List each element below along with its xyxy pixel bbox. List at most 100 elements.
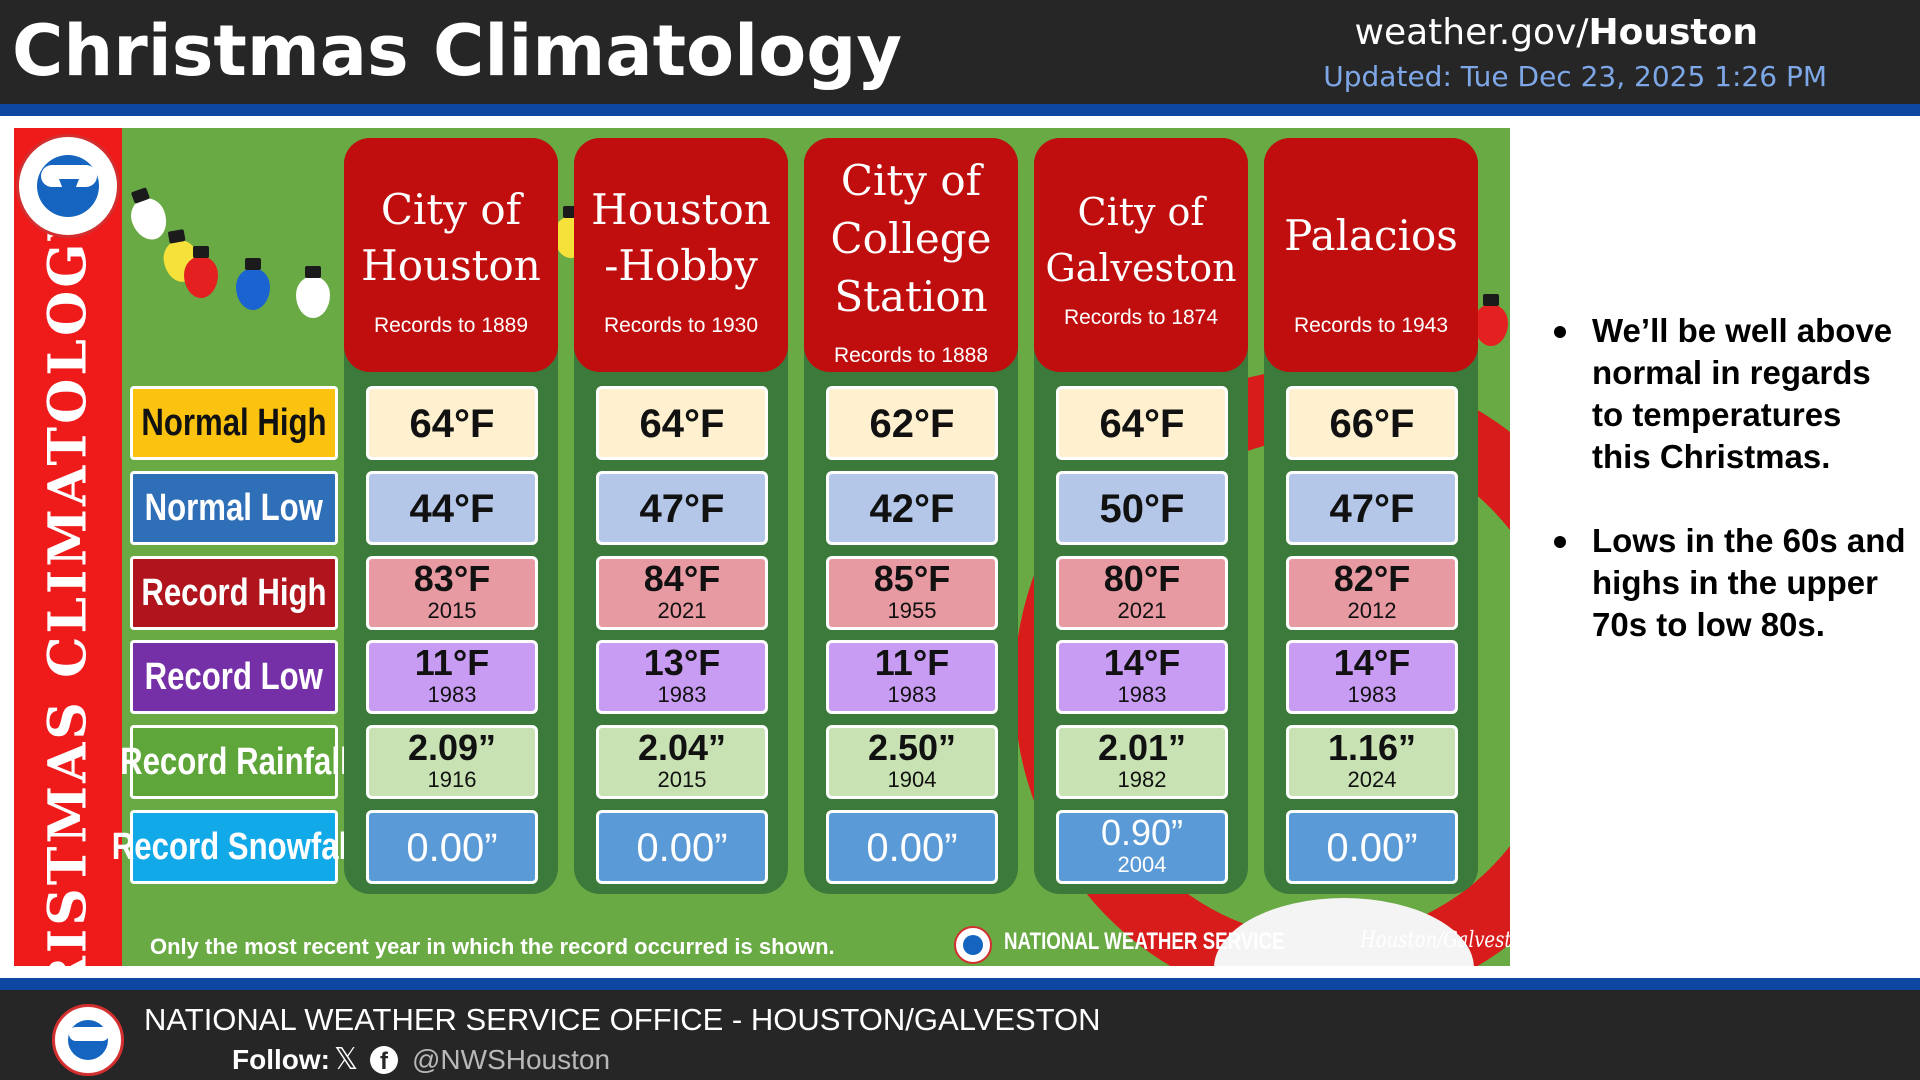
location-column-houston: City of Houston Records to 1889 64°F 44°…	[344, 138, 558, 894]
record-snowfall-value: 0.90” 2004	[1056, 810, 1228, 884]
row-label-normal-high: Normal High	[130, 386, 338, 460]
record-snowfall-value: 0.00”	[596, 810, 768, 884]
records-since: Records to 1889	[373, 314, 529, 337]
record-low-value: 14°F 1983	[1286, 640, 1458, 714]
social-handle[interactable]: @NWSHouston	[412, 1044, 611, 1075]
normal-low-value: 42°F	[826, 471, 998, 545]
normal-low-value: 47°F	[1286, 471, 1458, 545]
footer-divider	[0, 978, 1920, 990]
row-label-normal-low: Normal Low	[130, 471, 338, 545]
key-messages: We’ll be well above normal in regards to…	[1548, 310, 1908, 688]
record-rainfall-year: 1982	[1117, 767, 1167, 792]
record-snowfall-year: 2004	[1117, 852, 1167, 877]
record-high-value: 83°F 2015	[366, 556, 538, 630]
side-banner-text: CHRISTMAS CLIMATOLOGY	[37, 200, 99, 966]
record-high-year: 2012	[1347, 598, 1397, 623]
location-name: Palacios	[1284, 211, 1458, 260]
record-high-value: 84°F 2021	[596, 556, 768, 630]
normal-low-value: 47°F	[596, 471, 768, 545]
record-rainfall-value: 2.01” 1982	[1056, 725, 1228, 799]
climatology-infographic: CHRISTMAS CLIMATOLOGY Normal High Normal…	[14, 128, 1510, 966]
nws-logo-icon	[954, 926, 992, 964]
row-label-record-snowfall: Record Snowfall	[112, 810, 356, 884]
record-rainfall-value: 2.09” 1916	[366, 725, 538, 799]
records-since: Records to 1874	[1063, 306, 1219, 329]
normal-low-value: 50°F	[1056, 471, 1228, 545]
key-message: Lows in the 60s and highs in the upper 7…	[1548, 520, 1908, 646]
record-low-value: 11°F 1983	[366, 640, 538, 714]
bullet-icon	[1554, 326, 1566, 338]
record-rainfall-year: 1904	[887, 767, 937, 792]
record-low-year: 1983	[427, 682, 477, 707]
nws-wordmark: NATIONAL WEATHER SERVICE	[1004, 928, 1285, 955]
record-high-year: 2015	[427, 598, 477, 623]
light-bulb-icon	[1474, 294, 1508, 346]
side-banner: CHRISTMAS CLIMATOLOGY	[14, 128, 122, 966]
location-name: City of Galveston	[1045, 190, 1237, 290]
location-header: City of Galveston Records to 1874	[1034, 138, 1248, 372]
nws-logo-icon	[16, 134, 120, 238]
bullet-icon	[1554, 536, 1566, 548]
normal-high-value: 62°F	[826, 386, 998, 460]
footnote: Only the most recent year in which the r…	[150, 934, 835, 959]
location-header: City of College Station Records to 1888	[804, 138, 1018, 372]
footer-bar	[0, 990, 1920, 1080]
page-title: Christmas Climatology	[12, 10, 902, 92]
record-low-value: 13°F 1983	[596, 640, 768, 714]
row-label-record-high: Record High	[130, 556, 338, 630]
record-rainfall-value: 2.04” 2015	[596, 725, 768, 799]
record-rainfall-value: 1.16” 2024	[1286, 725, 1458, 799]
normal-high-value: 66°F	[1286, 386, 1458, 460]
location-column-palacios: Palacios Records to 1943 66°F 47°F 82°F 2…	[1264, 138, 1478, 894]
location-header: Palacios Records to 1943	[1264, 138, 1478, 372]
location-column-galveston: City of Galveston Records to 1874 64°F 5…	[1034, 138, 1248, 894]
key-message: We’ll be well above normal in regards to…	[1548, 310, 1908, 478]
light-bulb-icon	[296, 266, 330, 318]
site-prefix: weather.gov/	[1354, 12, 1589, 53]
record-rainfall-year: 2024	[1347, 767, 1397, 792]
website-link[interactable]: weather.gov/Houston	[1355, 12, 1758, 53]
x-social-icon[interactable]: 𝕏	[334, 1042, 359, 1077]
facebook-icon[interactable]: f	[370, 1046, 398, 1074]
records-since: Records to 1888	[833, 344, 989, 367]
header-bar: Christmas Climatology weather.gov/Housto…	[0, 0, 1920, 104]
record-low-year: 1983	[657, 682, 707, 707]
light-bulb-icon	[184, 246, 218, 298]
record-low-year: 1983	[887, 682, 937, 707]
record-snowfall-value: 0.00”	[366, 810, 538, 884]
location-name: City of Houston	[361, 185, 541, 290]
record-rainfall-year: 2015	[657, 767, 707, 792]
normal-high-value: 64°F	[1056, 386, 1228, 460]
record-high-year: 2021	[657, 598, 707, 623]
nws-logo-icon	[52, 1004, 124, 1076]
record-snowfall-value: 0.00”	[826, 810, 998, 884]
record-high-value: 85°F 1955	[826, 556, 998, 630]
record-high-value: 82°F 2012	[1286, 556, 1458, 630]
location-column-college-station: City of College Station Records to 1888 …	[804, 138, 1018, 894]
normal-high-value: 64°F	[366, 386, 538, 460]
record-high-year: 2021	[1117, 598, 1167, 623]
location-name: Houston -Hobby	[591, 185, 771, 290]
record-low-year: 1983	[1117, 682, 1167, 707]
normal-low-value: 44°F	[366, 471, 538, 545]
updated-timestamp: Updated: Tue Dec 23, 2025 1:26 PM	[1323, 60, 1827, 93]
records-since: Records to 1930	[603, 314, 759, 337]
light-bulb-icon	[236, 258, 270, 310]
records-since: Records to 1943	[1293, 314, 1449, 337]
header-divider	[0, 104, 1920, 116]
office-signature: Houston/Galveston	[1360, 928, 1510, 953]
record-rainfall-year: 1916	[427, 767, 477, 792]
record-high-year: 1955	[887, 598, 937, 623]
location-header: Houston -Hobby Records to 1930	[574, 138, 788, 372]
record-rainfall-value: 2.50” 1904	[826, 725, 998, 799]
record-snowfall-value: 0.00”	[1286, 810, 1458, 884]
row-label-record-low: Record Low	[130, 640, 338, 714]
light-bulb-icon	[125, 187, 173, 245]
record-low-value: 14°F 1983	[1056, 640, 1228, 714]
location-name: City of College Station	[830, 156, 992, 321]
follow-label: Follow:	[232, 1044, 330, 1075]
site-office: Houston	[1588, 12, 1759, 53]
normal-high-value: 64°F	[596, 386, 768, 460]
record-low-value: 11°F 1983	[826, 640, 998, 714]
location-header: City of Houston Records to 1889	[344, 138, 558, 372]
